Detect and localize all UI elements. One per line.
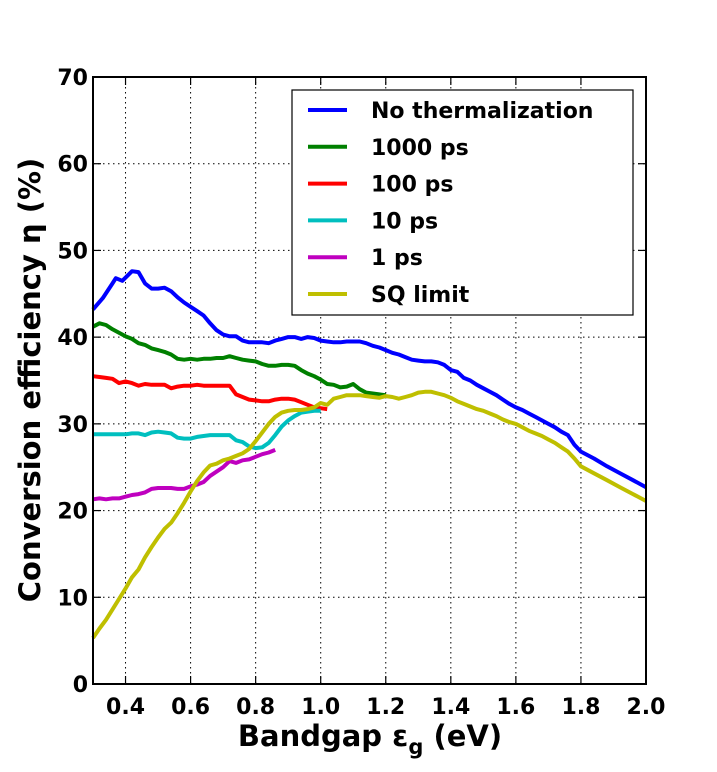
series-lines bbox=[91, 269, 647, 640]
y-tick-label: 50 bbox=[57, 239, 88, 264]
y-tick-label: 60 bbox=[57, 153, 88, 178]
legend-label-1000-ps: 1000 ps bbox=[371, 136, 469, 161]
axis-ticks bbox=[93, 76, 647, 685]
x-tick-label: 1.4 bbox=[431, 695, 470, 720]
series-line-sq-limit bbox=[91, 389, 647, 640]
x-tick-label: 2.0 bbox=[627, 695, 666, 720]
x-axis-label-unit: (eV) bbox=[433, 719, 502, 753]
series-line-no-thermalization bbox=[91, 269, 647, 489]
legend-box bbox=[291, 89, 634, 316]
x-tick-label: 1.2 bbox=[366, 695, 405, 720]
y-axis-label: Conversion efficiency η (%) bbox=[13, 158, 47, 603]
legend-label-10-ps: 10 ps bbox=[371, 209, 438, 234]
legend-label-100-ps: 100 ps bbox=[371, 173, 453, 198]
y-tick-label: 70 bbox=[57, 66, 88, 91]
y-tick-label: 40 bbox=[57, 326, 88, 351]
y-tick-label: 30 bbox=[57, 413, 88, 438]
legend-label-no-thermalization: No thermalization bbox=[371, 99, 593, 124]
y-tick-label: 20 bbox=[57, 500, 88, 525]
x-axis-label-unit-space bbox=[423, 719, 433, 753]
tick-labels: 0.4 0.6 0.8 1.0 1.2 1.4 1.6 1.8 2.0 0 10 20 30 40 50 60… bbox=[57, 66, 665, 720]
x-tick-label: 1.6 bbox=[496, 695, 535, 720]
legend-label-sq-limit: SQ limit bbox=[371, 283, 470, 308]
series-line-1000-ps bbox=[92, 321, 387, 398]
x-axis-label-subscript: g bbox=[408, 735, 423, 759]
legend: No thermalization 1000 ps 100 ps 10 ps 1 ps S… bbox=[291, 89, 634, 316]
series-line-10-ps bbox=[93, 408, 321, 451]
y-tick-label: 0 bbox=[73, 673, 88, 698]
x-tick-label: 0.6 bbox=[171, 695, 210, 720]
x-axis-label: Bandgap εg (eV) bbox=[238, 719, 502, 759]
y-tick-label: 10 bbox=[57, 586, 88, 611]
plot-frame bbox=[92, 76, 647, 685]
series-line-1-ps bbox=[92, 448, 276, 502]
series-line-100-ps bbox=[92, 374, 328, 412]
x-tick-label: 0.4 bbox=[106, 695, 145, 720]
x-tick-label: 0.8 bbox=[236, 695, 275, 720]
x-tick-label: 1.8 bbox=[561, 695, 600, 720]
legend-label-1-ps: 1 ps bbox=[371, 246, 423, 271]
x-axis-label-main: Bandgap ε bbox=[238, 719, 408, 753]
x-tick-label: 1.0 bbox=[301, 695, 340, 720]
